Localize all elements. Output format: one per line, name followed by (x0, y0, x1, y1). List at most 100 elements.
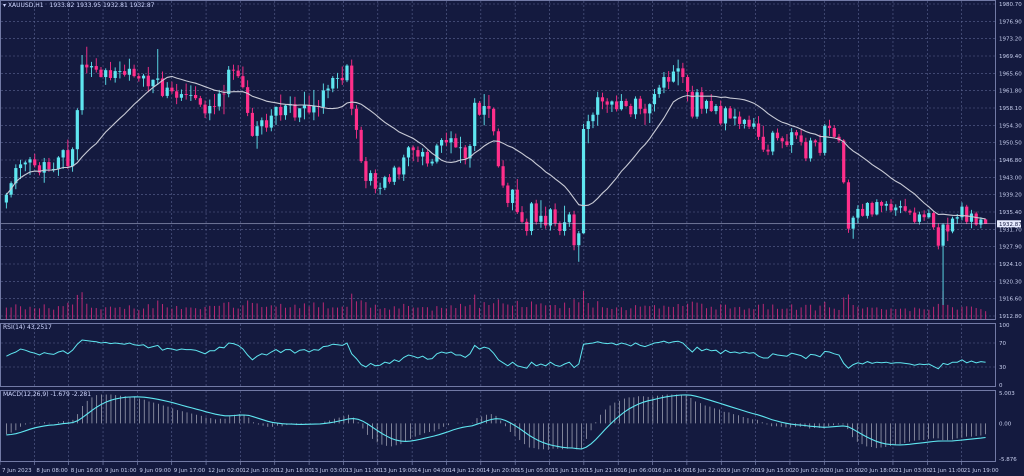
candle-body (879, 202, 884, 206)
candle-body (156, 78, 160, 80)
current-price-tag (997, 220, 1021, 228)
price-tick-label: 1935.40 (999, 210, 1022, 216)
candle-body (104, 70, 108, 78)
candle-body (842, 140, 846, 183)
candle-body (449, 138, 453, 143)
price-tick-label: 1931.70 (999, 227, 1022, 233)
candle-body (648, 104, 652, 114)
candle-body (652, 94, 657, 105)
candle-body (941, 224, 945, 246)
candle-body (960, 206, 964, 218)
macd-signal-line (6, 394, 986, 450)
candle-body (141, 75, 146, 79)
candle-body (974, 213, 978, 225)
candle-body (520, 212, 524, 222)
candle-body (752, 123, 756, 127)
candle-body (89, 66, 94, 68)
candle-body (189, 94, 193, 96)
candle-body (709, 100, 713, 112)
candle-body (52, 168, 56, 170)
time-axis-label: 14 Jun 04:00 (414, 468, 449, 474)
time-axis-label: 20 Jun 02:00 (792, 468, 827, 474)
dropdown-arrow-icon[interactable]: ▾ (3, 2, 7, 9)
candle-body (269, 115, 273, 128)
candle-body (544, 215, 548, 226)
candle-body (577, 233, 581, 246)
candle-body (908, 210, 912, 213)
candle-body (14, 168, 18, 184)
candle-body (823, 125, 827, 153)
main-panel-frame (0, 0, 996, 320)
candle-body (875, 202, 879, 215)
candle-body (402, 157, 406, 175)
candle-body (397, 167, 401, 175)
time-axis-label: 9 Jun 17:00 (174, 468, 206, 474)
time-axis-label: 20 Jun 18:00 (861, 468, 896, 474)
candle-body (562, 222, 567, 231)
price-tick-label: 1961.80 (999, 89, 1022, 95)
candle-body (354, 108, 359, 130)
candle-body (638, 98, 642, 109)
time-axis-label: 8 Jun 08:00 (36, 468, 68, 474)
candle-body (780, 138, 784, 142)
rsi-line (6, 339, 986, 370)
candle-body (615, 101, 619, 110)
candle-body (657, 87, 661, 95)
candle-body (246, 87, 250, 113)
time-axis-label: 13 Jun 19:00 (380, 468, 415, 474)
candle-body (785, 141, 789, 146)
candle-body (477, 102, 482, 115)
candle-body (279, 106, 283, 116)
current-price-label: 1932.87 (999, 222, 1022, 228)
candle-body (610, 101, 614, 105)
candle-body (894, 207, 898, 211)
price-tick-label: 1976.90 (999, 19, 1022, 25)
candle-body (165, 87, 169, 96)
candle-body (539, 215, 543, 222)
candle-body (681, 68, 685, 78)
candle-body (643, 108, 647, 114)
candle-body (572, 214, 576, 246)
candle-body (56, 157, 61, 169)
candle-body (775, 132, 780, 139)
time-axis-label: 16 Jun 22:00 (689, 468, 724, 474)
price-tick-label: 1924.10 (999, 262, 1022, 268)
candle-body (364, 161, 368, 181)
candle-body (458, 147, 463, 149)
candle-body (917, 214, 922, 222)
candle-body (170, 87, 174, 92)
candle-body (903, 206, 907, 211)
candle-body (345, 65, 349, 81)
candle-body (567, 214, 571, 223)
time-axis-label: 21 Jun 11:00 (929, 468, 964, 474)
candle-body (70, 149, 75, 167)
candle-body (761, 136, 765, 150)
candle-body (85, 64, 89, 68)
candle-body (66, 150, 70, 167)
candle-body (421, 151, 425, 157)
candle-body (383, 177, 387, 188)
candle-body (510, 189, 515, 203)
time-axis-label: 12 Jun 02:00 (208, 468, 243, 474)
candle-body (151, 79, 155, 87)
candle-body (340, 77, 344, 81)
candle-body (619, 100, 623, 110)
moving-average-line (5, 75, 986, 220)
candle-body (193, 94, 198, 99)
candle-body (865, 202, 869, 216)
candle-body (955, 217, 959, 219)
candle-body (965, 206, 969, 222)
candle-body (222, 93, 226, 95)
symbol-label: XAUUSD,H1 (7, 2, 44, 9)
candle-body (231, 69, 236, 71)
candle-body (633, 98, 638, 115)
candle-body (227, 69, 231, 95)
candle-body (979, 219, 983, 225)
candle-body (42, 162, 46, 173)
candle-body (733, 116, 737, 119)
candle-body (690, 91, 694, 117)
price-tick-label: 1965.60 (999, 71, 1022, 77)
price-tick-label: 1939.20 (999, 193, 1022, 199)
candle-body (756, 123, 761, 137)
